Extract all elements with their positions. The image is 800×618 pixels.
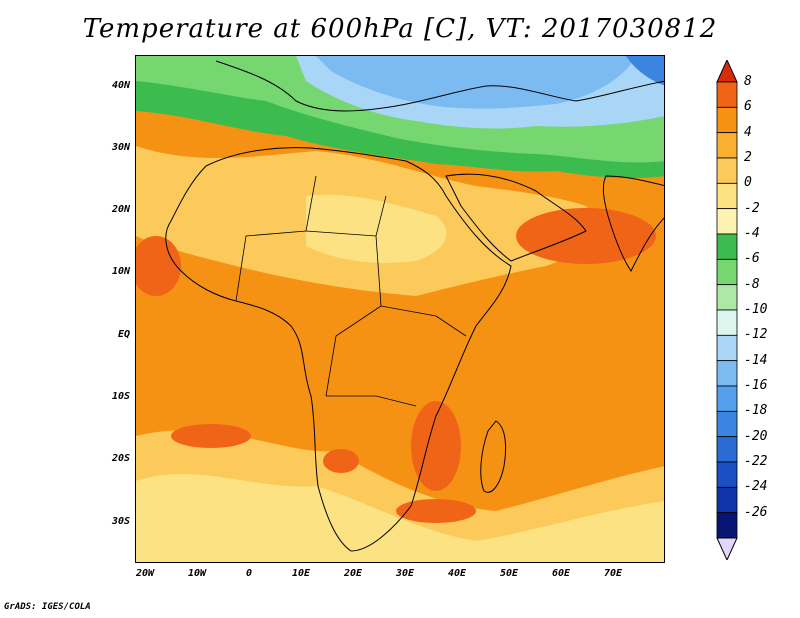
lon-label: 50E <box>499 568 519 579</box>
colorbar-swatch <box>716 410 738 438</box>
lat-label: 30N <box>111 142 130 153</box>
lon-label: 20E <box>343 568 363 579</box>
colorbar-label: -16 <box>744 378 768 393</box>
colorbar-swatch <box>716 461 738 488</box>
lat-label: 10N <box>111 266 130 277</box>
lon-label: 30E <box>395 568 415 579</box>
colorbar-label: 8 <box>744 74 752 89</box>
field-europe-cold <box>316 56 636 109</box>
colorbar-swatch <box>716 132 738 159</box>
colorbar-swatch <box>716 436 738 463</box>
colorbar-label: -14 <box>744 352 768 368</box>
colorbar-swatch <box>716 182 738 210</box>
lon-label: 40E <box>447 568 467 579</box>
colorbar-label: -10 <box>744 302 768 317</box>
lat-label: 10S <box>111 391 130 402</box>
colorbar-swatch <box>716 258 738 286</box>
footer-credit: GrADS: IGES/COLA <box>4 602 91 612</box>
lat-label: 20N <box>111 204 130 215</box>
field-sahara-core <box>306 194 447 263</box>
colorbar-swatch <box>716 486 738 514</box>
colorbar-label: -22 <box>744 454 768 469</box>
lon-label: 70E <box>603 568 623 579</box>
colorbar-top-arrow <box>716 60 738 83</box>
colorbar-swatch <box>716 360 738 387</box>
field-ne-cold <box>626 56 664 86</box>
field-south-mild <box>136 430 664 541</box>
lat-label: 40N <box>111 80 130 91</box>
colorbar-label: -12 <box>744 327 768 343</box>
africa-outline <box>165 147 512 552</box>
arabia-outline <box>445 173 587 262</box>
lat-label: 20S <box>111 453 130 464</box>
hotspot-arabian-sea <box>516 208 656 264</box>
colorbar-label: -8 <box>744 276 760 292</box>
colorbar-label: 4 <box>744 124 752 140</box>
map-canvas <box>136 56 664 562</box>
colorbar-swatch <box>716 385 738 412</box>
lon-label: 10W <box>187 568 207 579</box>
india-outline <box>602 175 664 272</box>
colorbar-swatch <box>716 157 738 184</box>
map-title: Temperature at 600hPa [C], VT: 201703081… <box>82 14 718 44</box>
colorbar-swatch <box>716 81 738 108</box>
hotspot-south-indian <box>396 499 476 523</box>
colorbar-label: -4 <box>744 226 760 241</box>
colorbar-label: 2 <box>744 150 752 165</box>
hotspot-namibia <box>323 449 359 473</box>
madagascar-outline <box>480 420 507 493</box>
hotspot-west-africa <box>136 236 181 296</box>
colorbar-swatch <box>716 512 738 539</box>
colorbar-bottom-arrow <box>716 537 738 560</box>
temperature-map <box>135 55 665 563</box>
colorbar-label: -6 <box>744 251 760 267</box>
country-borders <box>235 175 467 407</box>
colorbar-label: 6 <box>744 99 752 115</box>
lat-label: EQ <box>117 329 130 340</box>
hotspot-mozambique <box>411 401 461 491</box>
colorbar-swatch <box>716 309 738 336</box>
colorbar-label: 0 <box>744 175 752 191</box>
colorbar-label: -2 <box>744 200 760 216</box>
lon-label: 10E <box>291 568 311 579</box>
colorbar-swatch <box>716 106 738 134</box>
lon-label: 20W <box>135 568 155 579</box>
colorbar-label: -18 <box>744 403 768 419</box>
colorbar-swatch <box>716 233 738 260</box>
colorbar <box>716 60 738 560</box>
colorbar-label: -20 <box>744 428 768 444</box>
lon-label: 0 <box>245 568 253 579</box>
colorbar-swatch <box>716 284 738 311</box>
colorbar-swatch <box>716 334 738 362</box>
colorbar-label: -26 <box>744 504 768 520</box>
colorbar-swatch <box>716 208 738 235</box>
lon-label: 60E <box>551 568 571 579</box>
hotspot-atlantic <box>171 424 251 448</box>
colorbar-label: -24 <box>744 479 768 495</box>
europe-coast <box>215 60 664 112</box>
lat-label: 30S <box>111 516 130 527</box>
